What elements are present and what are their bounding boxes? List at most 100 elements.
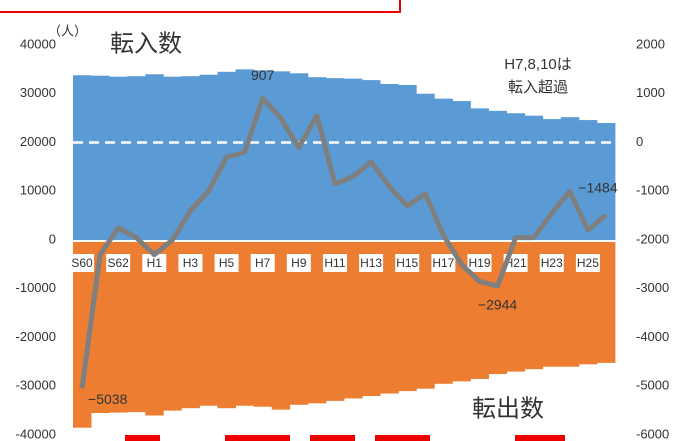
x-tick-label: H9 [291,256,307,270]
bar [416,93,435,240]
bar [271,242,291,410]
y2-tick-label: -6000 [636,426,669,441]
bar [235,242,255,406]
x-tick-box [431,254,456,272]
bar [596,242,616,363]
bar [596,123,616,240]
annotation: 転入超過 [508,79,568,96]
y-tick-label: 0 [49,231,56,246]
y2-tick-label: 0 [636,134,643,149]
y2-tick-label: 2000 [636,36,665,51]
highlight [310,435,355,441]
bar [434,242,453,384]
data-label: 907 [251,67,275,83]
x-tick-box [214,254,239,272]
bar [109,242,128,413]
bar [199,74,218,240]
x-tick-box [359,254,384,272]
bar [380,242,399,394]
x-tick-label: H1 [147,256,163,270]
x-tick-box [250,254,275,272]
plot-area [73,69,616,428]
y-axis-label: （人） [48,23,87,38]
bar [452,242,471,382]
bar [560,242,580,367]
x-tick-box [178,254,203,272]
bar [578,242,598,365]
annotation: H7,8,10は [504,56,572,73]
x-tick-label: H5 [219,256,235,270]
bar [199,242,218,406]
x-tick-label: H17 [432,256,454,270]
x-tick-label: H7 [255,256,271,270]
bar [163,242,182,411]
x-tick-box [106,254,131,272]
bar [362,242,381,396]
bar [524,242,544,370]
x-tick-box [575,254,600,272]
x-tick-box [70,254,95,272]
x-tick-box [322,254,347,272]
bar [307,242,327,404]
y-tick-label: -30000 [16,378,56,393]
bar [127,76,146,240]
outflow-label: 転出数 [472,395,544,422]
data-label: −1484 [578,180,618,196]
x-tick-box [142,254,167,272]
bar [488,110,507,240]
x-tick-label: H13 [360,256,382,270]
highlight [375,435,430,441]
y2-tick-label: -4000 [636,329,669,344]
bar [127,242,146,413]
bar [325,78,345,241]
bar [506,242,526,372]
y-tick-label: 10000 [20,183,56,198]
bar [145,242,164,416]
frame-highlight [0,0,401,13]
bar [524,115,544,240]
highlight [125,435,160,441]
bar [181,76,200,240]
y-tick-label: 20000 [20,134,56,149]
bar [344,78,363,240]
x-tick-label: H19 [468,256,490,270]
bar [181,242,200,409]
net-line [79,95,608,389]
y2-tick-label: -2000 [636,231,669,246]
bar [271,71,291,240]
y-tick-label: -10000 [16,280,56,295]
x-tick-label: H3 [183,256,199,270]
x-tick-label: S62 [107,256,129,270]
y-tick-label: -20000 [16,329,56,344]
x-tick-label: H21 [505,256,527,270]
data-label: −2944 [478,297,518,313]
bar [289,73,309,241]
y2-tick-label: 1000 [636,85,665,100]
bar [344,242,363,399]
bar [91,75,110,241]
y2-tick-label: -5000 [636,378,669,393]
bar [109,76,128,240]
bar [253,242,273,407]
x-tick-label: H23 [541,256,563,270]
x-tick-box [539,254,564,272]
bar [452,101,471,240]
y-tick-label: -40000 [16,426,56,441]
bar [542,242,562,367]
bar [416,242,435,389]
x-tick-box [467,254,492,272]
bar [506,113,526,240]
x-tick-box [286,254,311,272]
y-tick-label: 30000 [20,85,56,100]
y2-tick-label: -3000 [636,280,669,295]
y-tick-label: 40000 [20,36,56,51]
x-tick-label: H25 [577,256,599,270]
bar [307,77,327,240]
inflow-label: 転入数 [110,30,182,57]
x-tick-label: H11 [324,256,345,270]
x-tick-label: S60 [71,256,93,270]
highlight [515,435,565,441]
bar [380,84,399,240]
bar [434,98,453,240]
